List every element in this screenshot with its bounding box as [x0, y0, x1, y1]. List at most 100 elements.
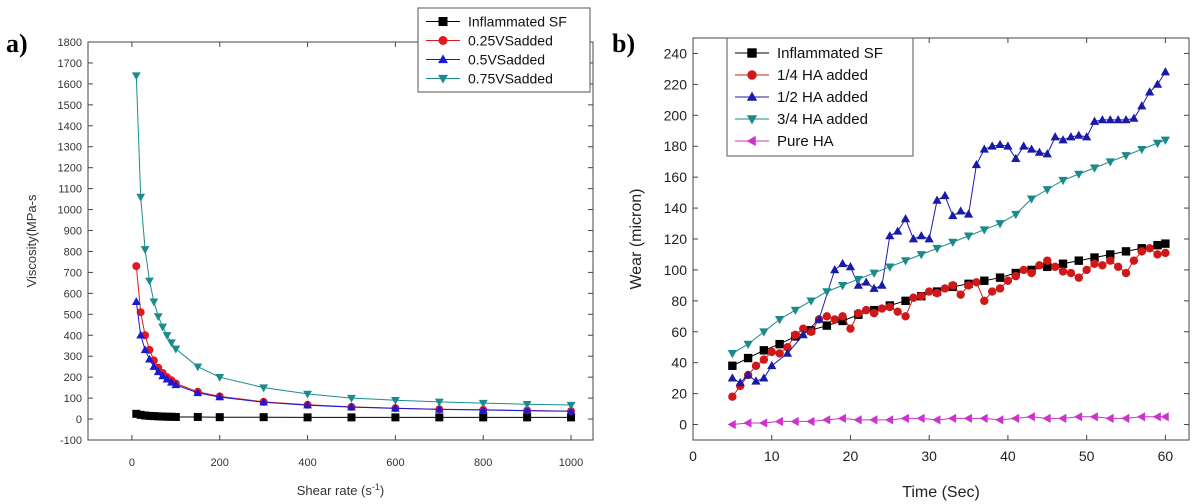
data-point	[1137, 145, 1147, 155]
data-point	[1074, 170, 1084, 179]
data-point	[522, 406, 532, 414]
data-point	[806, 416, 815, 427]
series-2	[131, 297, 576, 415]
data-point	[830, 315, 839, 324]
legend-marker	[746, 135, 756, 147]
data-point	[478, 405, 488, 414]
legend-entry: 0.5VSadded	[468, 52, 545, 68]
y-tick-label: 100	[664, 262, 688, 278]
y-tick-label: 1800	[58, 37, 82, 49]
data-point	[995, 284, 1005, 293]
data-point	[163, 412, 172, 421]
data-point	[1097, 115, 1108, 124]
data-point	[1089, 116, 1100, 125]
data-point	[1129, 113, 1139, 122]
data-point	[728, 361, 737, 370]
data-point	[1066, 132, 1076, 141]
series-0	[728, 239, 1170, 370]
x-tick-label: 10	[764, 448, 780, 464]
series-0	[132, 409, 576, 422]
data-point	[987, 141, 997, 150]
data-point	[434, 398, 444, 407]
data-point	[751, 361, 761, 370]
data-point	[963, 413, 972, 423]
data-point	[1074, 130, 1084, 139]
y-tick-label: 1500	[58, 100, 82, 112]
series-line	[135, 301, 572, 412]
data-point	[885, 263, 895, 272]
y-tick-label: 500	[64, 309, 82, 321]
data-point	[1034, 147, 1045, 156]
data-point	[193, 412, 202, 421]
legend-marker	[438, 36, 448, 45]
data-point	[193, 363, 203, 372]
y-tick-label: 0	[679, 417, 687, 433]
data-point	[1121, 247, 1131, 256]
data-point	[956, 290, 965, 299]
legend-entry: 3/4 HA added	[777, 111, 868, 128]
data-point	[861, 277, 871, 286]
data-point	[893, 226, 903, 235]
data-point	[900, 257, 911, 266]
data-point	[1082, 265, 1091, 275]
data-point	[743, 340, 753, 349]
data-point	[908, 234, 919, 243]
x-axis-title: Shear rate (s-1)	[297, 482, 385, 498]
data-point	[743, 353, 753, 363]
data-point	[566, 406, 576, 415]
data-point	[141, 411, 150, 420]
data-point	[153, 313, 163, 322]
data-point	[751, 376, 761, 385]
data-point	[136, 308, 145, 317]
data-point	[1089, 164, 1100, 173]
data-point	[979, 144, 989, 153]
data-point	[1010, 413, 1020, 423]
x-tick-label: 200	[211, 457, 229, 469]
data-point	[1011, 210, 1021, 220]
y-tick-label: 60	[671, 324, 687, 340]
data-point	[391, 413, 400, 422]
data-point	[759, 418, 768, 428]
data-point	[1019, 141, 1029, 150]
data-point	[917, 292, 926, 301]
y-tick-label: 200	[64, 372, 82, 384]
data-point	[149, 362, 159, 370]
data-point	[1042, 413, 1051, 423]
x-tick-label: 30	[921, 448, 937, 464]
data-point	[979, 413, 988, 423]
data-point	[790, 306, 800, 315]
x-tick-label: 0	[129, 457, 135, 469]
series-3	[727, 136, 1171, 359]
data-point	[759, 328, 769, 337]
data-point	[956, 206, 966, 215]
data-point	[1026, 412, 1035, 422]
data-point	[964, 281, 973, 290]
data-point	[1058, 135, 1068, 144]
data-point	[767, 360, 777, 370]
x-axis-title-superscript: -1	[372, 482, 380, 492]
data-point	[1019, 265, 1028, 275]
data-point	[900, 413, 909, 423]
data-point	[728, 392, 737, 401]
data-point	[940, 190, 950, 200]
x-tick-label: 0	[689, 448, 697, 464]
data-point	[995, 220, 1005, 229]
data-point	[759, 373, 769, 382]
data-point	[1121, 413, 1130, 423]
data-point	[145, 277, 154, 286]
y-tick-label: 200	[664, 107, 688, 123]
x-tick-label: 40	[1000, 448, 1016, 464]
data-point	[782, 348, 793, 357]
data-point	[901, 296, 910, 306]
data-point	[987, 287, 997, 296]
data-point	[932, 288, 942, 298]
data-point	[846, 324, 855, 333]
data-point	[822, 288, 832, 297]
data-point	[1074, 256, 1083, 265]
y-tick-label: 140	[664, 200, 688, 216]
data-point	[932, 244, 942, 254]
legend-entry: Inflammated SF	[468, 14, 567, 30]
legend-marker	[438, 74, 448, 84]
data-point	[1011, 271, 1020, 281]
data-point	[767, 347, 776, 357]
